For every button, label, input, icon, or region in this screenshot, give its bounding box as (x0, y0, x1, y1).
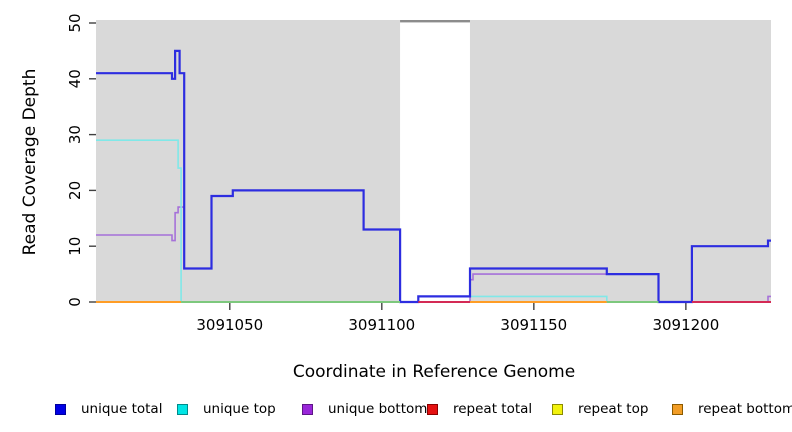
legend-label: unique bottom (328, 401, 428, 417)
legend-label: unique top (203, 401, 276, 417)
coverage-gap-region (400, 20, 470, 303)
y-tick-label: 50 (66, 13, 84, 32)
y-tick-label: 30 (66, 125, 84, 144)
x-tick-label: 3091050 (196, 316, 263, 334)
plot-area: 0 10 20 30 40 50 3091050 3091100 3091150 3091200 (66, 13, 771, 334)
coverage-gap-top-border (400, 20, 470, 23)
x-tick-label: 3091150 (500, 316, 567, 334)
x-axis-title: Coordinate in Reference Genome (292, 362, 576, 382)
legend-swatch-icon (177, 403, 188, 415)
legend-label: repeat bottom (698, 401, 792, 417)
legend-swatch-icon (672, 403, 683, 415)
y-tick-label: 10 (66, 237, 84, 256)
y-tick-label: 20 (66, 181, 84, 200)
legend-item-unique-bottom: unique bottom (302, 398, 427, 420)
y-tick-label: 40 (66, 69, 84, 88)
legend-item-unique-top: unique top (177, 398, 276, 420)
y-tick-label: 0 (66, 297, 84, 307)
legend-item-unique-total: unique total (55, 398, 162, 420)
legend-label: repeat total (453, 401, 533, 417)
legend-label: unique total (81, 401, 163, 417)
x-tick-label: 3091100 (348, 316, 415, 334)
legend-swatch-icon (427, 403, 438, 415)
legend-swatch-icon (55, 403, 66, 415)
y-axis-title: Read Coverage Depth (20, 68, 40, 256)
legend-item-repeat-total: repeat total (427, 398, 532, 420)
legend-swatch-icon (302, 403, 313, 415)
legend-label: repeat top (578, 401, 649, 417)
x-tick-label: 3091200 (652, 316, 719, 334)
legend-swatch-icon (552, 403, 563, 415)
legend: unique total unique top unique bottom repea… (0, 398, 792, 424)
legend-item-repeat-bottom: repeat bottom (672, 398, 792, 420)
legend-item-repeat-top: repeat top (552, 398, 648, 420)
